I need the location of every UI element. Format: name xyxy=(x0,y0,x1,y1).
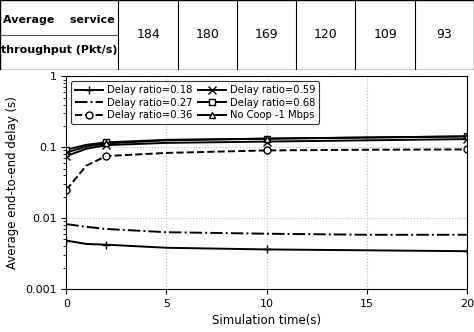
No Coop -1 Mbps xyxy=(64,150,69,154)
Text: 120: 120 xyxy=(314,28,338,42)
Delay ratio=0.59 xyxy=(164,141,169,145)
Delay ratio=0.18 xyxy=(264,247,269,251)
Delay ratio=0.27 xyxy=(103,227,109,231)
Line: Delay ratio=0.59: Delay ratio=0.59 xyxy=(62,135,471,160)
Line: Delay ratio=0.18: Delay ratio=0.18 xyxy=(62,236,471,255)
No Coop -1 Mbps xyxy=(103,141,109,145)
Delay ratio=0.68 xyxy=(103,140,109,144)
Delay ratio=0.68 xyxy=(83,143,89,147)
Delay ratio=0.36 xyxy=(264,148,269,152)
Delay ratio=0.27 xyxy=(264,232,269,236)
Delay ratio=0.36 xyxy=(64,188,69,192)
Text: 169: 169 xyxy=(255,28,278,42)
No Coop -1 Mbps xyxy=(164,138,169,142)
Text: 93: 93 xyxy=(437,28,452,42)
Text: Average    service: Average service xyxy=(3,15,115,25)
Delay ratio=0.18 xyxy=(64,239,69,243)
Delay ratio=0.59 xyxy=(83,147,89,151)
Text: throughput (Pkt/s): throughput (Pkt/s) xyxy=(1,45,118,55)
Delay ratio=0.36 xyxy=(464,147,470,151)
Delay ratio=0.59 xyxy=(264,139,269,143)
Delay ratio=0.36 xyxy=(83,164,89,168)
Delay ratio=0.18 xyxy=(464,249,470,253)
Y-axis label: Average end-to-end delay (s): Average end-to-end delay (s) xyxy=(7,96,19,269)
No Coop -1 Mbps xyxy=(364,135,370,139)
Text: 184: 184 xyxy=(136,28,160,42)
Delay ratio=0.68 xyxy=(64,148,69,152)
Text: 180: 180 xyxy=(195,28,219,42)
Delay ratio=0.36 xyxy=(103,154,109,158)
Delay ratio=0.27 xyxy=(64,222,69,226)
Delay ratio=0.59 xyxy=(364,138,370,142)
Delay ratio=0.59 xyxy=(64,154,69,158)
Delay ratio=0.27 xyxy=(83,225,89,229)
Delay ratio=0.27 xyxy=(164,230,169,234)
Delay ratio=0.59 xyxy=(103,143,109,147)
Delay ratio=0.68 xyxy=(364,135,370,139)
Delay ratio=0.68 xyxy=(264,137,269,141)
Line: Delay ratio=0.27: Delay ratio=0.27 xyxy=(66,224,467,235)
No Coop -1 Mbps xyxy=(264,137,269,141)
Line: Delay ratio=0.36: Delay ratio=0.36 xyxy=(63,146,470,193)
X-axis label: Simulation time(s): Simulation time(s) xyxy=(212,314,321,327)
Legend: Delay ratio=0.18, Delay ratio=0.27, Delay ratio=0.36, Delay ratio=0.59, Delay ra: Delay ratio=0.18, Delay ratio=0.27, Dela… xyxy=(72,81,319,124)
Delay ratio=0.18 xyxy=(164,246,169,250)
Delay ratio=0.36 xyxy=(364,148,370,152)
Delay ratio=0.18 xyxy=(364,248,370,252)
Delay ratio=0.27 xyxy=(464,233,470,237)
Delay ratio=0.68 xyxy=(164,138,169,142)
Delay ratio=0.18 xyxy=(103,243,109,247)
No Coop -1 Mbps xyxy=(464,134,470,138)
Delay ratio=0.36 xyxy=(164,151,169,155)
Line: Delay ratio=0.68: Delay ratio=0.68 xyxy=(63,133,470,153)
Delay ratio=0.68 xyxy=(464,134,470,138)
Line: No Coop -1 Mbps: No Coop -1 Mbps xyxy=(63,133,470,156)
Delay ratio=0.18 xyxy=(83,242,89,246)
Delay ratio=0.27 xyxy=(364,233,370,237)
Delay ratio=0.59 xyxy=(464,137,470,141)
No Coop -1 Mbps xyxy=(83,144,89,148)
Text: 109: 109 xyxy=(373,28,397,42)
